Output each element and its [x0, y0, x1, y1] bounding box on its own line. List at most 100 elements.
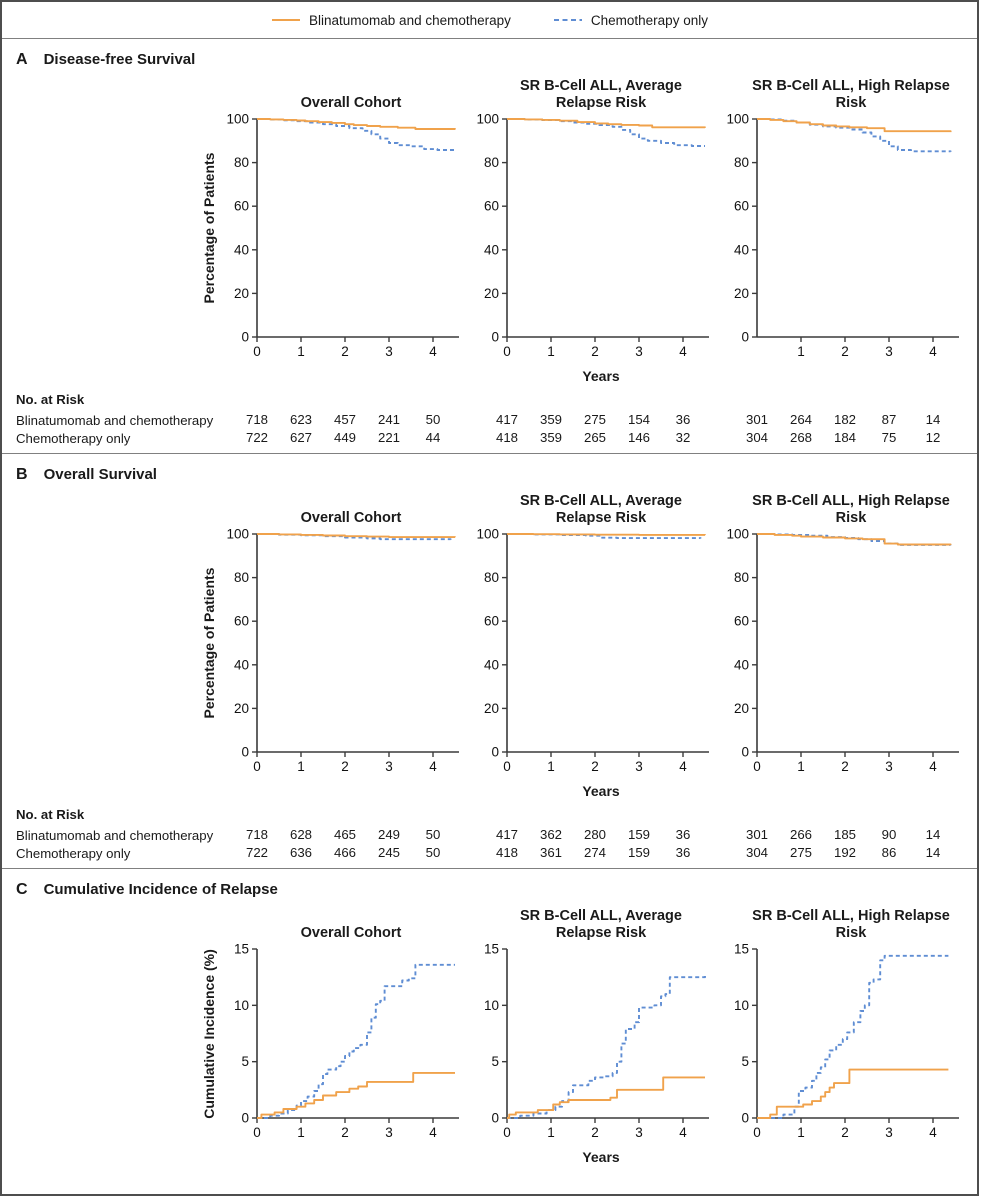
legend-label: Chemotherapy only — [590, 12, 708, 28]
y-tick-label: 60 — [234, 614, 249, 629]
x-tick-label: 1 — [797, 759, 805, 774]
risk-number: 14 — [925, 412, 941, 427]
risk-number: 36 — [675, 412, 691, 427]
risk-number: 182 — [833, 412, 857, 427]
x-tick-label: 0 — [253, 759, 261, 774]
risk-number-group: 718 623 457 241 50 — [219, 411, 469, 429]
y-tick-label: 60 — [234, 199, 249, 214]
risk-number: 146 — [627, 430, 651, 445]
y-axis-label-column: Cumulative Incidence (%) — [14, 899, 219, 1149]
x-tick-label: 2 — [841, 759, 849, 774]
series-line-blinatumomab — [757, 1068, 949, 1119]
risk-number: 14 — [925, 845, 941, 860]
y-axis-label-column: Percentage of Patients — [14, 69, 219, 368]
risk-row-label: Chemotherapy only — [16, 845, 131, 861]
risk-table-heading: No. at Risk — [16, 392, 85, 407]
risk-row-label: Blinatumomab and chemotherapy — [16, 412, 214, 428]
x-tick-label: 0 — [253, 344, 261, 359]
y-tick-label: 5 — [491, 1054, 499, 1069]
x-tick-label: 3 — [635, 759, 643, 774]
y-axis-label: Cumulative Incidence (%) — [201, 948, 217, 1119]
y-tick-label: 0 — [491, 330, 499, 345]
y-tick-label: 100 — [476, 528, 499, 542]
series-line-blinatumomab — [507, 533, 706, 536]
chart-title: SR B-Cell ALL, Average Relapse Risk — [520, 77, 682, 112]
y-tick-label: 5 — [241, 1054, 249, 1069]
risk-number: 449 — [333, 430, 357, 445]
risk-number: 14 — [925, 827, 941, 842]
x-tick-label: 4 — [929, 759, 937, 774]
risk-number: 245 — [377, 845, 401, 860]
y-tick-label: 0 — [741, 1111, 749, 1126]
x-tick-label: 2 — [841, 1125, 849, 1140]
risk-number-group: 417 359 275 154 36 — [469, 411, 719, 429]
risk-number: 185 — [833, 827, 857, 842]
y-tick-label: 20 — [734, 701, 749, 716]
y-tick-label: 40 — [484, 242, 499, 257]
risk-number: 304 — [745, 430, 769, 445]
panel-c: C Cumulative Incidence of Relapse Cumulati… — [2, 868, 977, 1169]
x-tick-label: 1 — [797, 344, 805, 359]
x-tick-label: 4 — [429, 1125, 437, 1140]
chart-b-1: 0 20 40 60 80 100 0 1 2 3 4 — [226, 527, 459, 774]
x-tick-label: 4 — [679, 1125, 687, 1140]
risk-number: 36 — [675, 827, 691, 842]
risk-number: 275 — [789, 845, 813, 860]
x-tick-label: 0 — [503, 1125, 511, 1140]
risk-number: 362 — [539, 827, 563, 842]
panel-a-charts-row: Percentage of Patients Overall Cohort 0 20 4… — [2, 69, 977, 368]
y-tick-label: 10 — [234, 998, 249, 1013]
risk-number: 154 — [627, 412, 651, 427]
panel-a-header: A Disease-free Survival — [2, 45, 977, 69]
x-tick-label: 1 — [547, 344, 555, 359]
y-axis-label-column: Percentage of Patients — [14, 484, 219, 783]
series-line-blinatumomab — [257, 1071, 455, 1119]
chart-a-2: 0 20 40 60 80 100 0 1 2 3 4 — [476, 112, 709, 359]
x-tick-label: 1 — [297, 1125, 305, 1140]
risk-number: 241 — [377, 412, 401, 427]
chart-c-3: 0 5 10 15 0 1 2 3 4 — [734, 942, 959, 1140]
panel-c-charts-row: Cumulative Incidence (%) Overall Cohort 0 5… — [2, 899, 977, 1149]
panel-b-charts-row: Percentage of Patients Overall Cohort 0 20 4… — [2, 484, 977, 783]
risk-number: 304 — [745, 845, 769, 860]
risk-number: 249 — [377, 827, 401, 842]
risk-row-label: Blinatumomab and chemotherapy — [16, 827, 214, 843]
y-tick-label: 20 — [234, 286, 249, 301]
y-axis-label: Percentage of Patients — [201, 152, 217, 304]
risk-number: 417 — [495, 412, 519, 427]
y-tick-label: 60 — [734, 199, 749, 214]
risk-number: 628 — [289, 827, 313, 842]
x-tick-label: 3 — [385, 344, 393, 359]
panel-a-chart-2: SR B-Cell ALL, Average Relapse Risk 0 20 40… — [469, 69, 719, 368]
y-tick-label: 0 — [491, 745, 499, 760]
panel-title: Disease-free Survival — [43, 51, 196, 68]
risk-number-group: 301 264 182 87 14 — [719, 411, 969, 429]
y-tick-label: 100 — [476, 113, 499, 127]
risk-number: 87 — [881, 412, 897, 427]
y-tick-label: 5 — [741, 1054, 749, 1069]
x-tick-label: 2 — [591, 1125, 599, 1140]
risk-number: 418 — [495, 845, 519, 860]
x-axis-label: Years — [582, 1149, 620, 1165]
risk-number: 359 — [539, 430, 563, 445]
y-tick-label: 80 — [734, 570, 749, 585]
risk-number: 86 — [881, 845, 897, 860]
panel-c-chart-1: Overall Cohort 0 5 10 15 0 1 2 3 4 — [219, 899, 469, 1149]
x-axis-label: Years — [582, 368, 620, 384]
risk-row: Chemotherapy only 722 636 466 245 50 418 361 274… — [14, 844, 977, 862]
risk-number: 275 — [583, 412, 607, 427]
risk-table-heading: No. at Risk — [16, 807, 85, 822]
chart-title: SR B-Cell ALL, High Relapse Risk — [752, 492, 950, 527]
x-axis-label: Years — [582, 783, 620, 799]
panel-a-chart-1: Overall Cohort 0 20 40 60 80 100 0 1 2 3 4 — [219, 69, 469, 368]
chart-title: SR B-Cell ALL, Average Relapse Risk — [520, 907, 682, 942]
y-tick-label: 100 — [726, 528, 749, 542]
panel-letter: A — [16, 51, 28, 68]
x-tick-label: 2 — [341, 344, 349, 359]
y-tick-label: 0 — [241, 1111, 249, 1126]
x-tick-label: 3 — [885, 1125, 893, 1140]
risk-number: 465 — [333, 827, 357, 842]
risk-number: 265 — [583, 430, 607, 445]
panel-a: A Disease-free Survival Percentage of Pati… — [2, 39, 977, 453]
risk-number: 722 — [245, 430, 269, 445]
